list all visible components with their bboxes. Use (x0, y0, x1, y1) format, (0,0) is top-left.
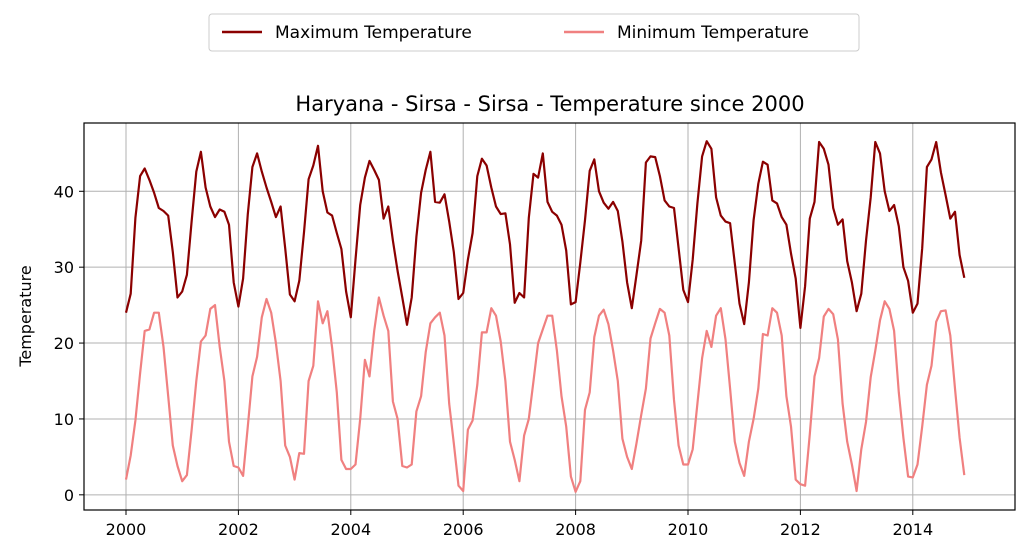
x-tick-label: 2004 (330, 520, 371, 539)
series-line-minimum-temperature (124, 296, 966, 493)
y-tick-label: 0 (64, 486, 74, 505)
y-tick-label: 10 (54, 410, 74, 429)
chart-title: Haryana - Sirsa - Sirsa - Temperature si… (295, 92, 804, 116)
grid (84, 123, 1015, 510)
series-line-maximum-temperature (124, 140, 966, 329)
x-tick-label: 2008 (555, 520, 596, 539)
series-layer (124, 140, 966, 493)
legend-label-max: Maximum Temperature (275, 23, 472, 43)
x-axis: 2000 2002 2004 2006 2008 2010 2012 2014 (106, 510, 933, 539)
plot-frame (83, 122, 1016, 511)
y-tick-label: 30 (54, 258, 74, 277)
legend-frame (208, 13, 860, 52)
x-tick-label: 2010 (668, 520, 709, 539)
legend: Maximum Temperature Minimum Temperature (208, 13, 860, 52)
x-tick-label: 2012 (780, 520, 821, 539)
x-tick-label: 2002 (218, 520, 259, 539)
x-tick-label: 2006 (443, 520, 484, 539)
y-tick-label: 20 (54, 334, 74, 353)
y-axis-label: Temperature (16, 265, 35, 367)
y-tick-label: 40 (54, 182, 74, 201)
x-tick-label: 2014 (892, 520, 933, 539)
legend-label-min: Minimum Temperature (617, 23, 809, 43)
y-axis: 0 10 20 30 40 (54, 182, 84, 505)
x-tick-label: 2000 (106, 520, 147, 539)
